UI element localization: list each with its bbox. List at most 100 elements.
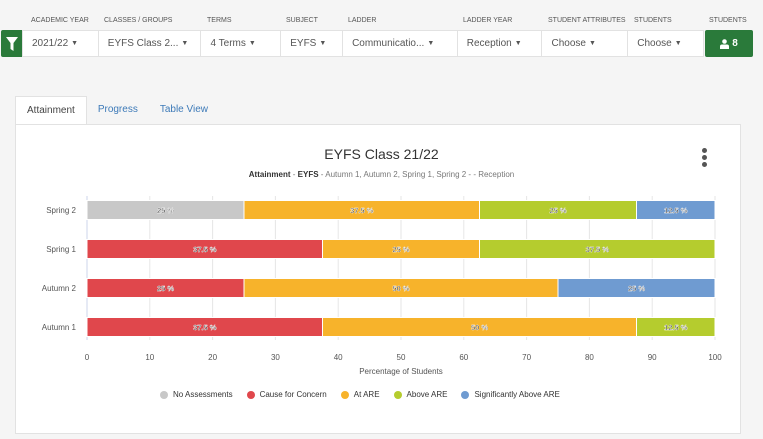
ladder-dropdown[interactable]: Communicatio... ▼ <box>343 31 458 56</box>
data-label: 25 % <box>157 284 174 293</box>
filter-button[interactable] <box>1 30 23 57</box>
subtitle-terms: - Autumn 1, Autumn 2, Spring 1, Spring 2… <box>318 170 515 179</box>
y-tick-label: Autumn 2 <box>42 284 77 293</box>
tabs: Attainment Progress Table View <box>15 96 219 124</box>
subject-value: EYFS <box>290 38 317 49</box>
caret-down-icon: ▼ <box>588 40 596 47</box>
legend-dot-icon <box>160 390 168 399</box>
student-attributes-dropdown[interactable]: Choose ▼ <box>542 31 629 56</box>
legend-item[interactable]: Above ARE <box>393 390 448 399</box>
label-academic-year: Academic Year <box>31 17 89 24</box>
academic-year-value: 2021/22 <box>32 38 69 49</box>
x-tick-label: 20 <box>208 353 217 362</box>
terms-value: 4 Terms <box>210 38 246 49</box>
bar-segment <box>479 239 716 259</box>
caret-down-icon: ▼ <box>319 40 327 47</box>
ladder-year-value: Reception <box>466 38 512 49</box>
legend-label: Cause for Concern <box>259 390 327 399</box>
legend-label: Above ARE <box>406 390 448 399</box>
label-students: Students <box>634 17 672 24</box>
kebab-menu-icon <box>700 148 708 167</box>
y-tick-label: Autumn 1 <box>42 323 77 332</box>
subtitle-sep: - <box>290 170 298 179</box>
legend-label: Significantly Above ARE <box>474 390 560 399</box>
x-tick-label: 80 <box>585 353 594 362</box>
chart-subtitle: Attainment - EYFS - Autumn 1, Autumn 2, … <box>0 170 763 179</box>
students-count-button[interactable]: 8 <box>705 30 753 57</box>
legend-label: At ARE <box>353 390 380 399</box>
data-label: 50 % <box>392 284 409 293</box>
label-student-attributes: Student Attributes <box>548 17 626 24</box>
label-classes: Classes / Groups <box>104 17 173 24</box>
data-label: 25 % <box>392 245 409 254</box>
legend-dot-icon <box>340 390 349 399</box>
data-label: 12.5 % <box>664 206 688 215</box>
user-icon <box>720 38 730 49</box>
chart-title: EYFS Class 21/22 <box>324 146 439 162</box>
legend-item[interactable]: Significantly Above ARE <box>461 390 560 399</box>
bar-segment <box>636 200 716 220</box>
data-label: 12.5 % <box>664 323 688 332</box>
chart-menu-button[interactable] <box>700 148 708 168</box>
caret-down-icon: ▼ <box>71 40 79 47</box>
tab-table-view[interactable]: Table View <box>159 104 209 115</box>
bar-segment <box>557 278 716 298</box>
x-axis-title: Percentage of Students <box>359 367 443 376</box>
student-count: 8 <box>732 38 738 49</box>
y-tick-label: Spring 2 <box>46 206 76 215</box>
legend-dot-icon <box>246 390 255 399</box>
label-subject: Subject <box>286 17 318 24</box>
x-tick-label: 90 <box>648 353 657 362</box>
legend-item[interactable]: At ARE <box>340 390 380 399</box>
x-tick-label: 0 <box>85 353 90 362</box>
label-terms: Terms <box>207 17 232 24</box>
caret-down-icon: ▼ <box>427 40 435 47</box>
x-tick-label: 40 <box>334 353 343 362</box>
data-label: 37.5 % <box>350 206 374 215</box>
classes-dropdown[interactable]: EYFS Class 2... ▼ <box>99 31 202 56</box>
caret-down-icon: ▼ <box>514 40 522 47</box>
students-dropdown[interactable]: Choose ▼ <box>628 31 703 56</box>
terms-dropdown[interactable]: 4 Terms ▼ <box>201 31 282 56</box>
legend-item[interactable]: No Assessments <box>160 390 233 399</box>
academic-year-dropdown[interactable]: 2021/22 ▼ <box>23 31 99 56</box>
data-label: 37.5 % <box>193 323 217 332</box>
x-tick-label: 70 <box>522 353 531 362</box>
student-attributes-value: Choose <box>551 38 586 49</box>
data-label: 37.5 % <box>193 245 217 254</box>
classes-value: EYFS Class 2... <box>107 38 179 49</box>
legend-dot-icon <box>393 390 402 399</box>
caret-down-icon: ▼ <box>248 40 256 47</box>
legend-label: No Assessments <box>173 390 233 399</box>
label-ladder: Ladder <box>348 17 377 24</box>
data-label: 25 % <box>628 284 645 293</box>
bar-segment <box>636 317 716 337</box>
legend-item[interactable]: Cause for Concern <box>246 390 327 399</box>
tab-progress[interactable]: Progress <box>97 104 138 115</box>
x-tick-label: 10 <box>145 353 154 362</box>
students-value: Choose <box>637 38 672 49</box>
y-tick-label: Spring 1 <box>46 245 76 254</box>
data-label: 50 % <box>471 323 488 332</box>
data-label: 25 % <box>157 206 174 215</box>
caret-down-icon: ▼ <box>674 40 682 47</box>
chart-legend: No Assessments Cause for Concern At ARE Abo… <box>160 390 560 399</box>
ladder-value: Communicatio... <box>352 38 425 49</box>
subject-dropdown[interactable]: EYFS ▼ <box>281 31 344 56</box>
label-students-count: Students <box>709 17 747 24</box>
subtitle-subject: EYFS <box>297 170 319 179</box>
ladder-year-dropdown[interactable]: Reception ▼ <box>458 31 543 56</box>
data-label: 25 % <box>549 206 566 215</box>
legend-dot-icon <box>461 390 470 399</box>
filter-icon <box>6 36 18 51</box>
caret-down-icon: ▼ <box>181 40 189 47</box>
data-label: 37.5 % <box>586 245 610 254</box>
x-tick-label: 100 <box>708 353 722 362</box>
x-tick-label: 60 <box>459 353 468 362</box>
filter-bar: 2021/22 ▼ EYFS Class 2... ▼ 4 Terms ▼ EYFS ▼… <box>22 30 704 57</box>
x-tick-label: 30 <box>271 353 280 362</box>
tab-attainment[interactable]: Attainment <box>15 96 87 124</box>
x-tick-label: 50 <box>397 353 406 362</box>
subtitle-measure: Attainment <box>248 170 291 179</box>
